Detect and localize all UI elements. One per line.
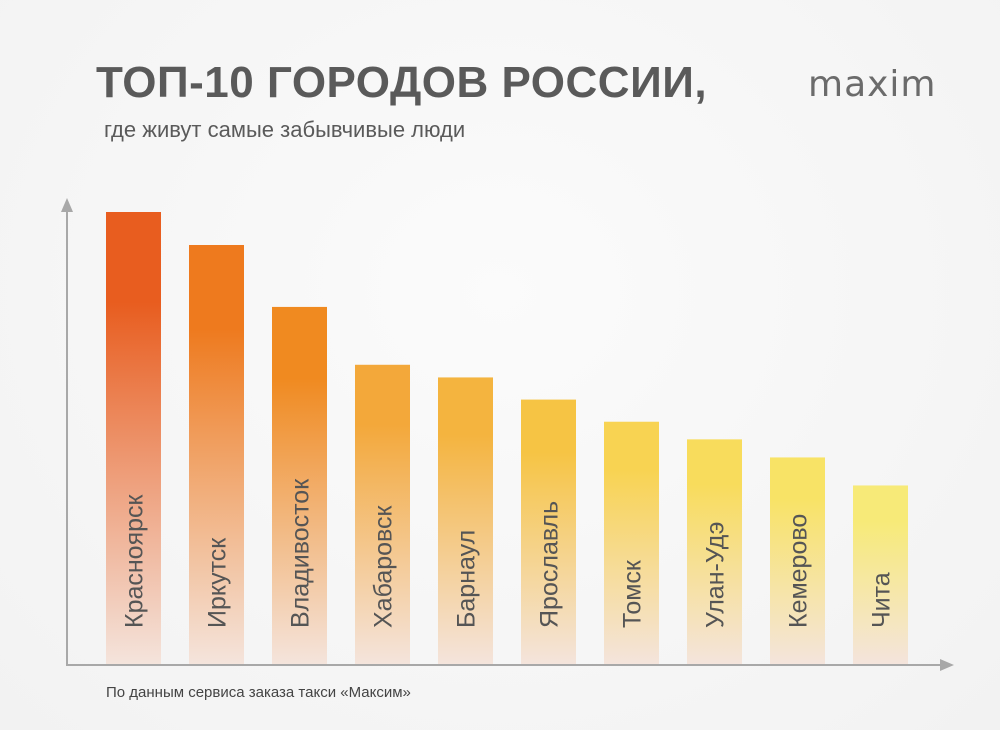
x-axis-arrow xyxy=(940,659,954,671)
bar-label: Томск xyxy=(619,559,647,628)
bar-label: Иркутск xyxy=(204,537,232,628)
bar-label: Чита xyxy=(868,572,896,628)
y-axis-arrow xyxy=(61,198,73,212)
bar-3 xyxy=(272,306,327,664)
chart-title: ТОП-10 ГОРОДОВ РОССИИ, xyxy=(96,58,708,107)
bar-7 xyxy=(604,421,659,664)
bar-label: Барнаул xyxy=(453,530,481,628)
bar-1 xyxy=(106,212,161,664)
bar-label: Улан-Удэ xyxy=(702,522,730,628)
bar-8 xyxy=(687,439,742,664)
source-note: По данным сервиса заказа такси «Максим» xyxy=(106,684,411,701)
bar-9 xyxy=(770,457,825,664)
bar-label: Кемерово xyxy=(785,514,813,628)
bar-4 xyxy=(355,364,410,664)
chart-subtitle: где живут самые забывчивые люди xyxy=(104,117,466,142)
maxim-logo: maxim xyxy=(808,64,937,105)
bar-label: Владивосток xyxy=(287,478,315,628)
bar-label: Ярославль xyxy=(536,501,564,628)
bar-2 xyxy=(189,244,244,664)
bar-10 xyxy=(853,485,908,664)
bar-label: Красноярск xyxy=(121,493,149,628)
bar-6 xyxy=(521,399,576,664)
bar-label: Хабаровск xyxy=(370,504,398,628)
bar-5 xyxy=(438,377,493,664)
